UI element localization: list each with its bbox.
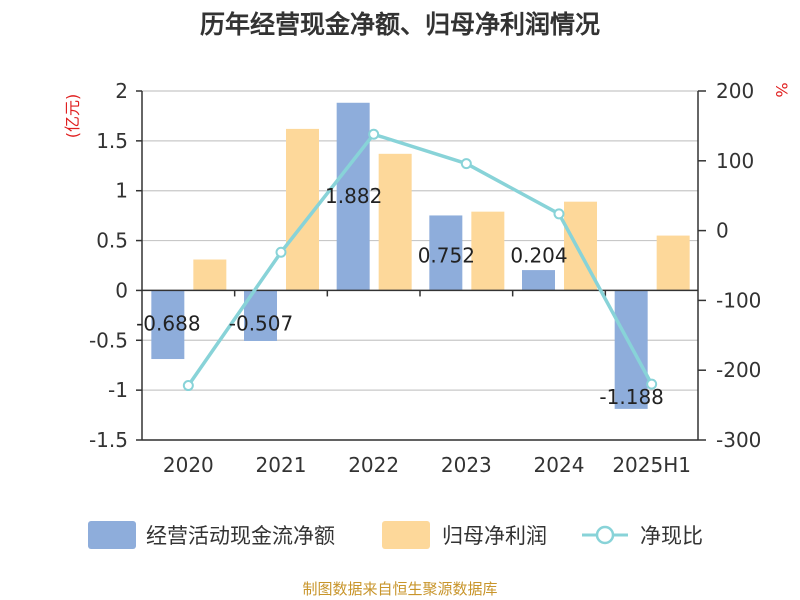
y-right-tick-label: 200 bbox=[716, 79, 754, 103]
legend-marker-ratio bbox=[595, 525, 615, 545]
bar-cashflow-2022 bbox=[336, 102, 370, 291]
y-right-tick-label: -300 bbox=[716, 428, 761, 452]
y-left-tick-label: 1 bbox=[115, 179, 128, 203]
y-left-tick-label: -0.5 bbox=[89, 328, 128, 352]
bar-cashflow-2023 bbox=[429, 215, 463, 291]
data-label-cashflow-2023: 0.752 bbox=[418, 243, 475, 267]
x-tick-label: 2022 bbox=[348, 453, 399, 477]
y-left-tick-label: 2 bbox=[115, 79, 128, 103]
ratio-series-line bbox=[186, 132, 654, 387]
y-left-tick-label: -1 bbox=[108, 378, 128, 402]
data-label-cashflow-2025H1: -1.188 bbox=[599, 385, 663, 409]
ratio-line bbox=[182, 128, 658, 392]
ratio-point-2023 bbox=[460, 158, 472, 170]
legend-label-ratio: 净现比 bbox=[640, 524, 703, 548]
tick-labels: 2 1.5 1 0.5 0 -0.5 -1 -1.5 200 100 0 -100 -200 -300 20… bbox=[89, 79, 761, 477]
y-left-unit: (亿元) bbox=[63, 94, 82, 139]
x-tick-label: 2025H1 bbox=[612, 453, 691, 477]
bar-profit-2023 bbox=[471, 211, 505, 291]
ratio-point-2025H1 bbox=[646, 378, 658, 390]
source-note: 制图数据来自恒生聚源数据库 bbox=[302, 580, 497, 598]
legend-label-profit: 归母净利润 bbox=[442, 524, 547, 548]
y-right-tick-label: -200 bbox=[716, 358, 761, 382]
chart-title: 历年经营现金净额、归母净利润情况 bbox=[200, 10, 600, 39]
x-tick-label: 2020 bbox=[163, 453, 214, 477]
y-right-tick-label: 100 bbox=[716, 149, 754, 173]
y-right-unit: % bbox=[772, 82, 791, 97]
legend: 经营活动现金流净额 归母净利润 净现比 bbox=[88, 521, 703, 549]
bar-profit-2022 bbox=[378, 153, 412, 291]
x-tick-label: 2023 bbox=[441, 453, 492, 477]
ratio-point-2022 bbox=[368, 128, 380, 140]
bar-profit-2025H1 bbox=[656, 235, 690, 291]
bar-cashflow-2024 bbox=[522, 270, 555, 291]
x-tick-label: 2021 bbox=[256, 453, 307, 477]
bars bbox=[151, 102, 690, 409]
ratio-point-2021 bbox=[275, 246, 287, 258]
bar-cashflow-2020 bbox=[151, 290, 185, 360]
y-left-tick-label: 0 bbox=[115, 278, 128, 302]
legend-label-cashflow: 经营活动现金流净额 bbox=[146, 524, 335, 548]
legend-swatch-cashflow bbox=[88, 521, 136, 549]
ratio-point-2020 bbox=[182, 380, 194, 392]
y-right-tick-label: -100 bbox=[716, 288, 761, 312]
y-left-tick-label: 1.5 bbox=[96, 129, 128, 153]
x-tick-label: 2024 bbox=[534, 453, 585, 477]
data-label-cashflow-2024: 0.204 bbox=[510, 243, 567, 267]
data-labels: -0.688 -0.507 1.882 0.752 0.204 -1.188 bbox=[136, 184, 664, 409]
y-left-tick-label: 0.5 bbox=[96, 229, 128, 253]
axes bbox=[136, 90, 706, 441]
legend-swatch-profit bbox=[382, 521, 430, 549]
data-label-cashflow-2020: -0.688 bbox=[136, 311, 200, 335]
y-left-tick-label: -1.5 bbox=[89, 428, 128, 452]
data-label-cashflow-2021: -0.507 bbox=[229, 311, 293, 335]
ratio-point-2024 bbox=[553, 208, 565, 220]
bar-profit-2020 bbox=[193, 259, 227, 291]
y-right-tick-label: 0 bbox=[716, 219, 729, 243]
data-label-cashflow-2022: 1.882 bbox=[325, 184, 382, 208]
